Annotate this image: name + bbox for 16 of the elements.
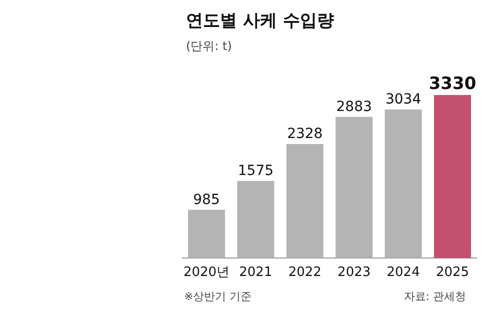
x-tick-label: 2021 xyxy=(239,265,272,280)
x-tick-label: 2025 xyxy=(436,265,470,280)
x-tick-label: 2024 xyxy=(386,265,420,280)
data-label: 2328 xyxy=(287,126,323,142)
text: 자료: 관세청 xyxy=(404,290,466,303)
x-tick-label: 2022 xyxy=(288,265,322,280)
data-label: 1575 xyxy=(238,162,274,179)
x-tick-label: 2020년 xyxy=(183,265,230,280)
x-tick-label: 2023 xyxy=(338,265,371,280)
data-label: 985 xyxy=(193,192,220,208)
text: ※상반기 기준 xyxy=(184,290,252,303)
data-label: 2883 xyxy=(336,98,372,115)
title: 연도별 사케 수입량 xyxy=(186,11,334,31)
subtitle: (단위: t) xyxy=(186,39,232,53)
data-label: 3034 xyxy=(385,91,422,108)
data-label: 3330 xyxy=(428,74,476,94)
